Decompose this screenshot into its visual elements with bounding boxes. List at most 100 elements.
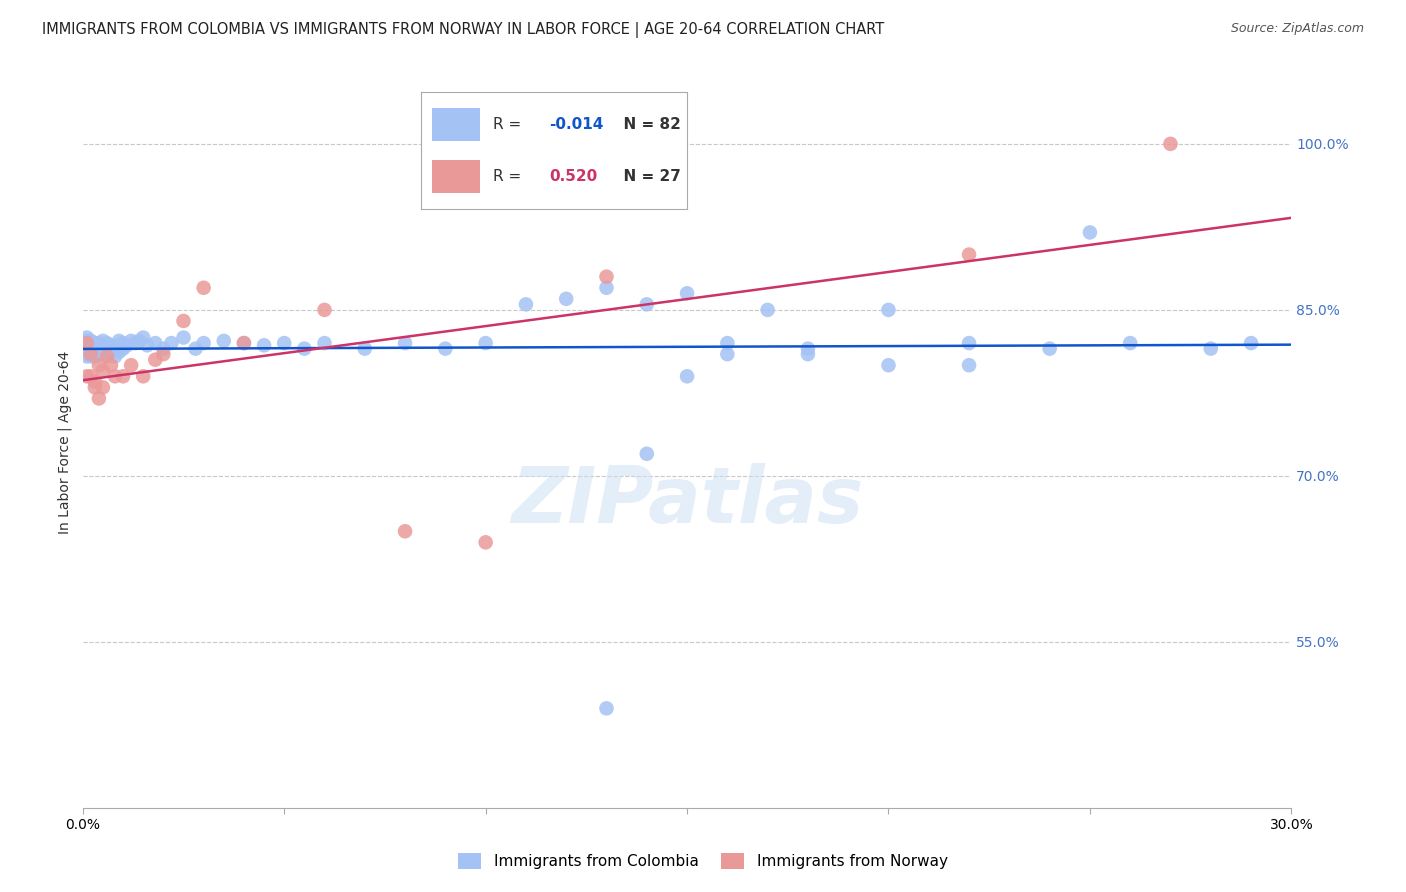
Point	[96, 336, 118, 351]
Point	[676, 286, 699, 301]
Point	[83, 342, 105, 356]
Point	[112, 342, 135, 356]
Text: IMMIGRANTS FROM COLOMBIA VS IMMIGRANTS FROM NORWAY IN LABOR FORCE | AGE 20-64 CO: IMMIGRANTS FROM COLOMBIA VS IMMIGRANTS F…	[42, 22, 884, 38]
Point	[83, 380, 105, 394]
Point	[595, 269, 617, 284]
Point	[152, 347, 174, 361]
Point	[474, 336, 496, 351]
Point	[253, 338, 276, 352]
Point	[212, 334, 235, 348]
Point	[87, 358, 110, 372]
Point	[100, 345, 122, 359]
Point	[104, 350, 127, 364]
Point	[957, 336, 980, 351]
Point	[108, 345, 131, 359]
Point	[80, 347, 103, 361]
Point	[87, 392, 110, 406]
Point	[957, 358, 980, 372]
Point	[112, 336, 135, 351]
Point	[83, 375, 105, 389]
Point	[394, 336, 416, 351]
Point	[636, 447, 658, 461]
Point	[91, 380, 114, 394]
Point	[87, 342, 110, 356]
Point	[80, 338, 103, 352]
Point	[120, 334, 142, 348]
Point	[76, 336, 98, 351]
Point	[80, 350, 103, 364]
Point	[80, 369, 103, 384]
Point	[83, 350, 105, 364]
Point	[292, 342, 315, 356]
Point	[80, 334, 103, 348]
Point	[91, 364, 114, 378]
Point	[797, 342, 820, 356]
Point	[160, 336, 183, 351]
Point	[80, 336, 103, 351]
Point	[434, 342, 457, 356]
Point	[636, 297, 658, 311]
Point	[80, 345, 103, 359]
Point	[1240, 336, 1263, 351]
Point	[173, 330, 195, 344]
Legend: Immigrants from Colombia, Immigrants from Norway: Immigrants from Colombia, Immigrants fro…	[453, 847, 953, 875]
Point	[143, 352, 166, 367]
Point	[184, 342, 207, 356]
Point	[108, 338, 131, 352]
Point	[124, 336, 146, 351]
Point	[83, 347, 105, 361]
Point	[80, 342, 103, 356]
Point	[96, 347, 118, 361]
Point	[797, 347, 820, 361]
Point	[76, 369, 98, 384]
Point	[232, 336, 254, 351]
Point	[273, 336, 295, 351]
Point	[76, 350, 98, 364]
Point	[1199, 342, 1222, 356]
Point	[132, 369, 155, 384]
Point	[100, 338, 122, 352]
Point	[83, 336, 105, 351]
Point	[76, 347, 98, 361]
Point	[91, 334, 114, 348]
Point	[136, 338, 159, 352]
Point	[80, 347, 103, 361]
Point	[91, 338, 114, 352]
Point	[1078, 226, 1101, 240]
Point	[132, 330, 155, 344]
Point	[193, 336, 215, 351]
Point	[314, 336, 336, 351]
Point	[716, 347, 738, 361]
Point	[91, 345, 114, 359]
Point	[1159, 136, 1181, 151]
Point	[877, 358, 900, 372]
Point	[76, 342, 98, 356]
Point	[595, 701, 617, 715]
Point	[76, 330, 98, 344]
Point	[152, 342, 174, 356]
Point	[108, 334, 131, 348]
Point	[143, 336, 166, 351]
Point	[104, 342, 127, 356]
Point	[353, 342, 375, 356]
Point	[83, 345, 105, 359]
Point	[128, 334, 150, 348]
Point	[474, 535, 496, 549]
Point	[232, 336, 254, 351]
Point	[112, 369, 135, 384]
Point	[115, 338, 138, 352]
Point	[87, 345, 110, 359]
Point	[104, 369, 127, 384]
Point	[76, 334, 98, 348]
Point	[877, 302, 900, 317]
Point	[100, 358, 122, 372]
Point	[515, 297, 537, 311]
Y-axis label: In Labor Force | Age 20-64: In Labor Force | Age 20-64	[58, 351, 72, 534]
Point	[1119, 336, 1142, 351]
Point	[676, 369, 699, 384]
Point	[87, 336, 110, 351]
Point	[96, 342, 118, 356]
Point	[957, 247, 980, 261]
Point	[756, 302, 779, 317]
Text: ZIPatlas: ZIPatlas	[510, 463, 863, 539]
